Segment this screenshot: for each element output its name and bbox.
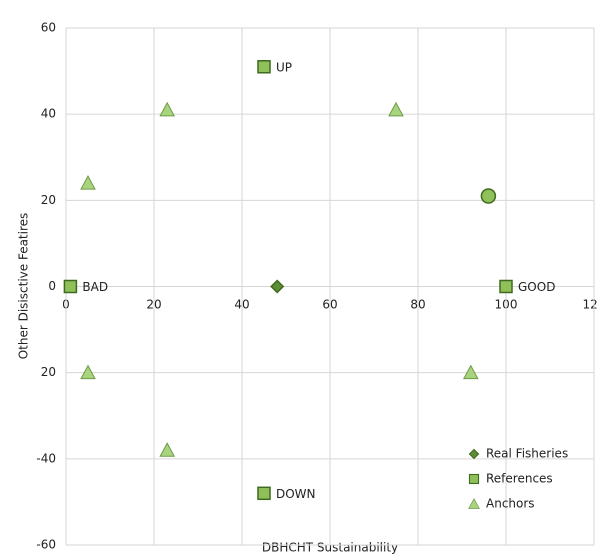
diamond-point — [270, 279, 285, 294]
y-axis-title: Other Disisctive Featires — [17, 213, 31, 360]
point-label: UP — [276, 60, 292, 74]
y-tick-label: -40 — [36, 451, 56, 465]
legend-label: Real Fisheries — [486, 447, 568, 461]
x-axis-title: DBHCHT Sustainability — [262, 541, 398, 555]
triangle-point — [80, 175, 96, 190]
y-tick-label: 40 — [41, 107, 56, 121]
diamond-point — [468, 448, 480, 460]
y-tick-label: -60 — [36, 538, 56, 552]
square-point — [499, 279, 513, 294]
triangle-point — [388, 101, 404, 117]
triangle-point — [80, 364, 96, 380]
point-label: DOWN — [276, 487, 316, 501]
triangle-point — [462, 364, 479, 380]
square-point — [468, 473, 480, 485]
point-label: GOOD — [518, 280, 555, 294]
point-label: BAD — [82, 280, 108, 294]
y-tick-label: 20 — [41, 365, 56, 379]
triangle-point — [159, 442, 176, 457]
square-point — [257, 60, 271, 74]
legend-label: Anchors — [486, 497, 535, 511]
y-tick-label: 60 — [41, 21, 56, 35]
square-point — [63, 279, 78, 294]
legend-label: References — [486, 472, 553, 486]
triangle-point — [468, 497, 480, 509]
square-point — [257, 486, 271, 501]
y-tick-label: 20 — [41, 193, 56, 207]
y-tick-label: 0 — [48, 279, 56, 293]
triangle-point — [159, 101, 176, 117]
circle-point — [480, 188, 497, 204]
x-tick-label: 120 — [583, 298, 597, 312]
